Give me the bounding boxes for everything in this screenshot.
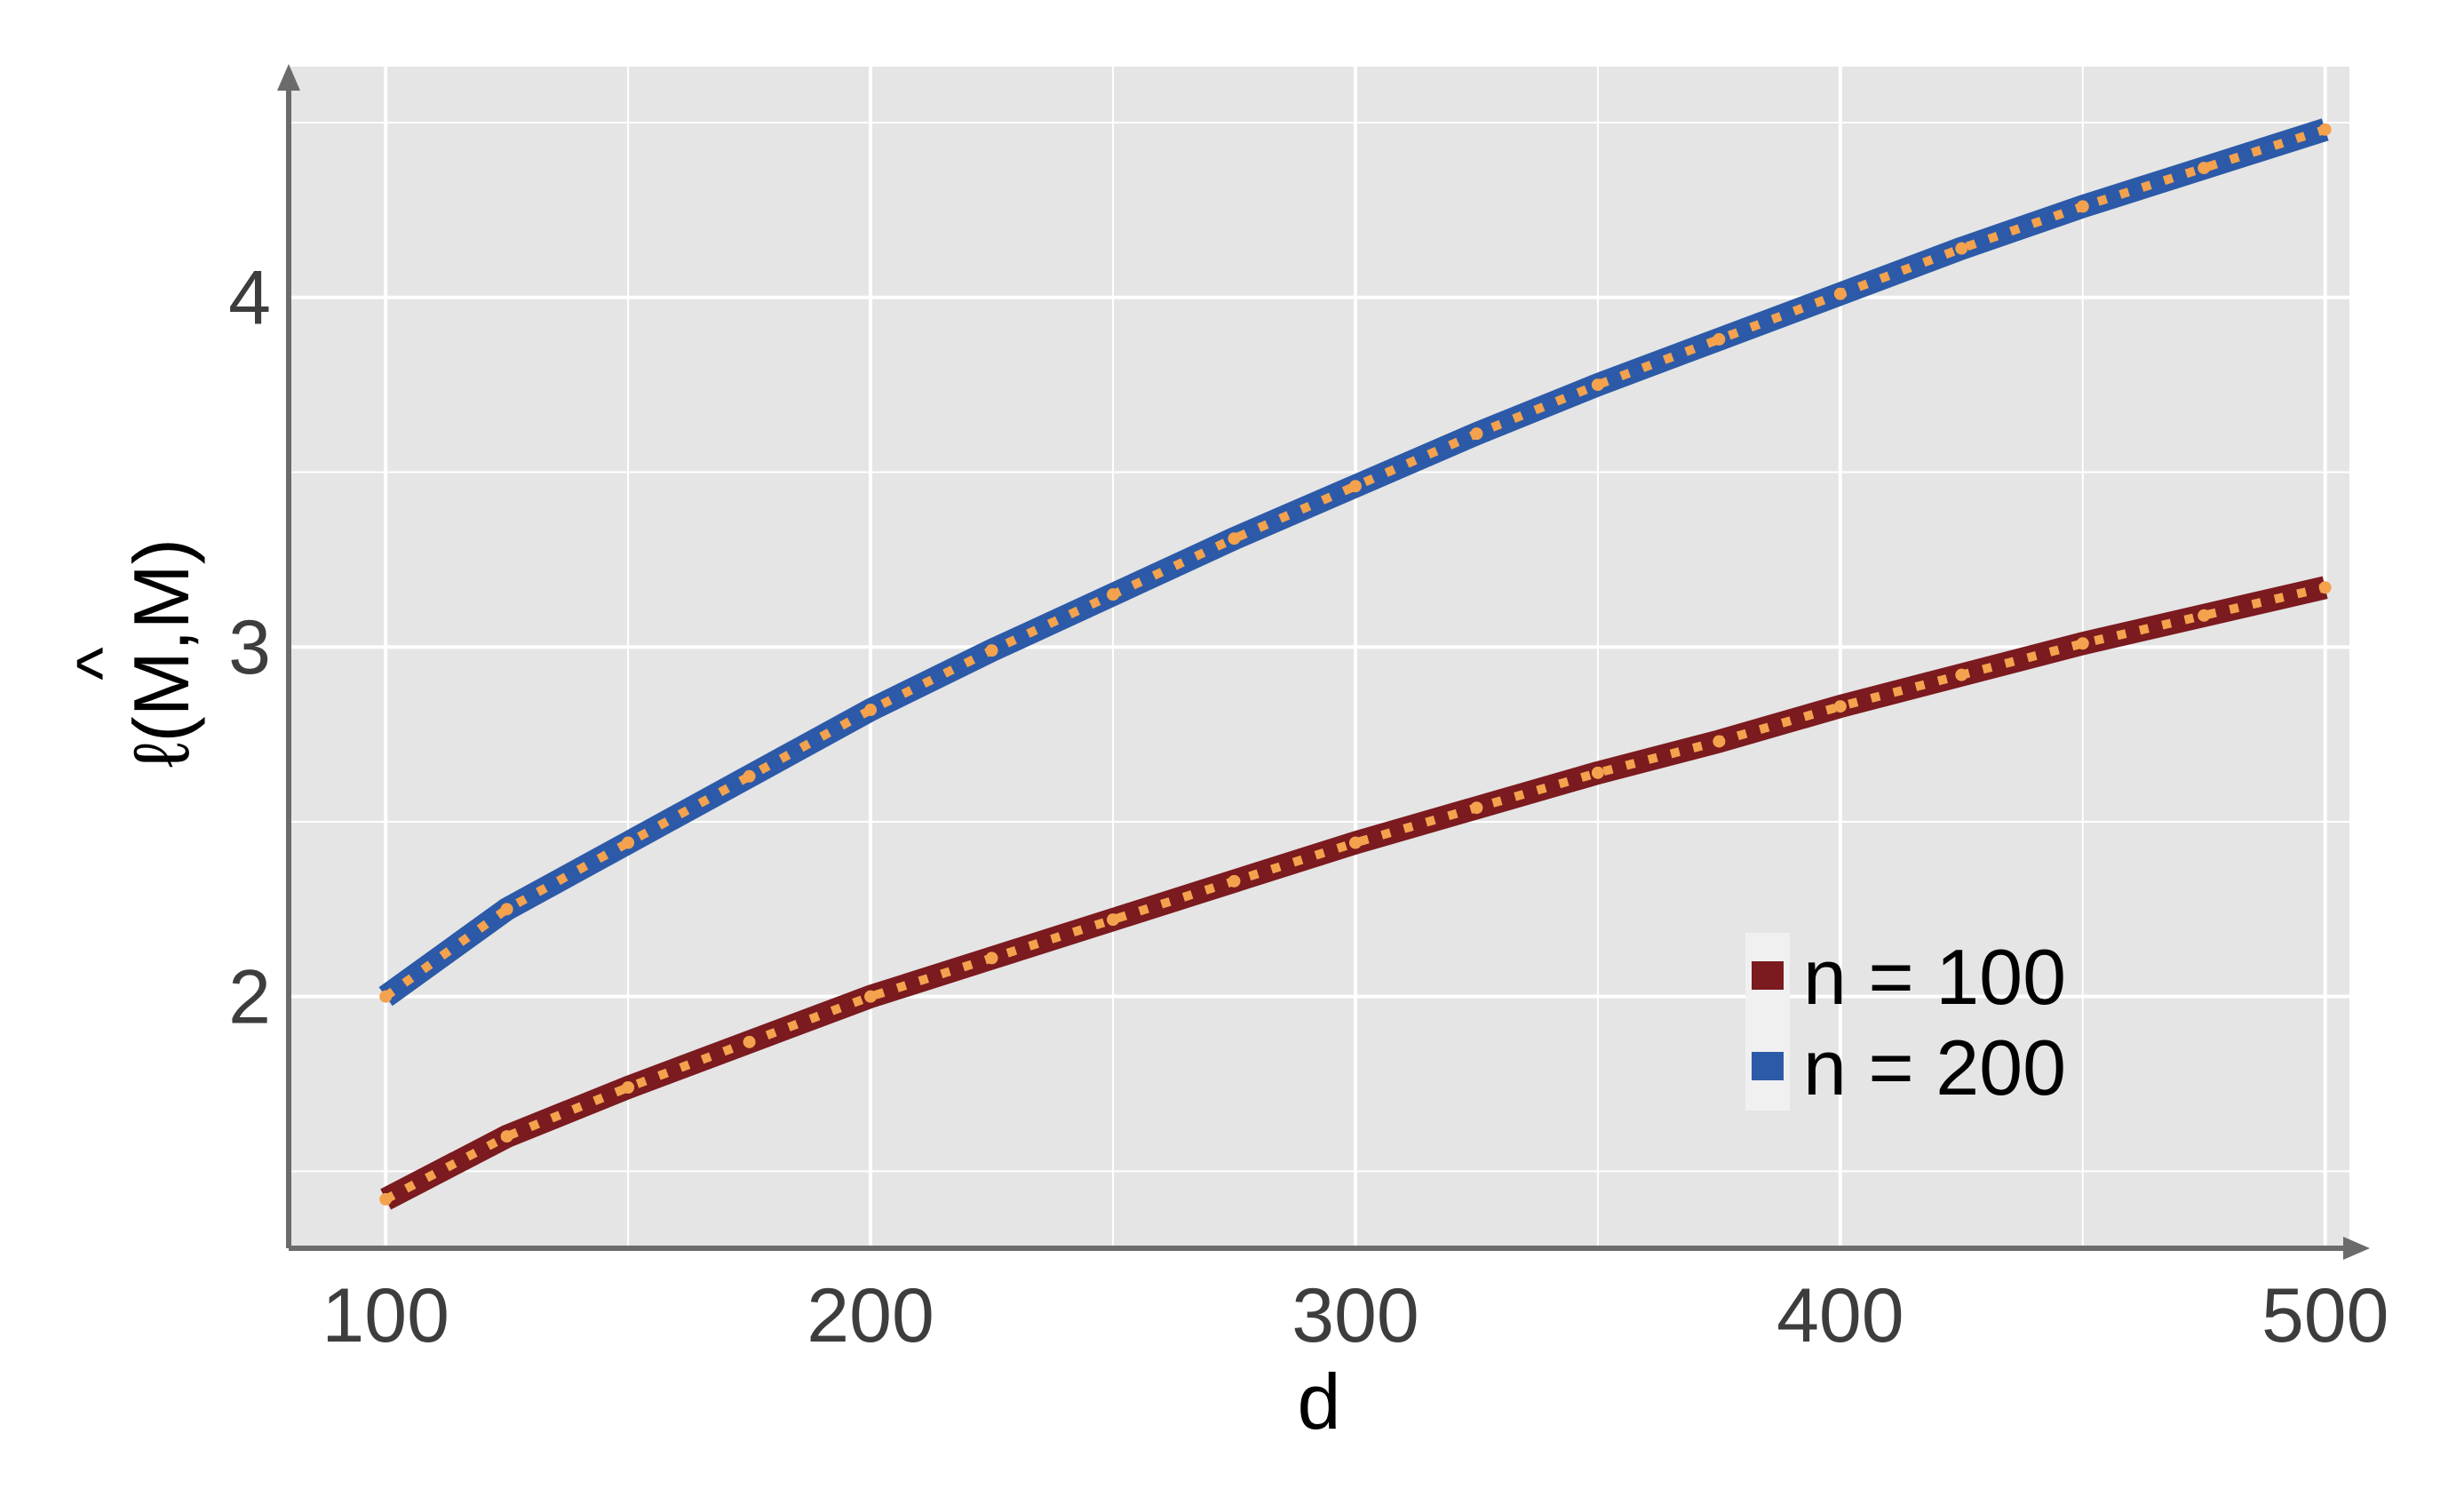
- axes: [277, 64, 2370, 1260]
- series-layer: [378, 118, 2332, 1210]
- svg-text:ℓ(M,M): ℓ(M,M): [117, 538, 205, 768]
- data-point: [379, 990, 393, 1003]
- data-point: [985, 644, 998, 657]
- data-point: [500, 903, 513, 916]
- major-gridlines: [289, 67, 2349, 1248]
- legend-swatch-2: [1752, 1052, 1784, 1080]
- data-point: [1713, 735, 1726, 748]
- legend-label-2: n = 200: [1803, 1023, 2066, 1111]
- data-point: [2198, 609, 2211, 622]
- y-tick-label: 4: [228, 256, 271, 341]
- data-point: [2076, 200, 2089, 213]
- data-point: [1591, 766, 1604, 779]
- series-overlay-1: [383, 583, 2326, 1204]
- y-tick-label: 2: [228, 955, 271, 1040]
- data-point: [1348, 480, 1362, 493]
- data-point: [1833, 700, 1847, 713]
- data-point: [1955, 242, 1968, 255]
- y-axis-label-hat-letter: M: [117, 651, 205, 716]
- data-point: [622, 836, 635, 849]
- data-point: [743, 769, 756, 783]
- x-tick-label: 400: [1776, 1273, 1904, 1358]
- y-axis-label-tail: ,M): [117, 538, 205, 651]
- data-point: [1107, 913, 1119, 927]
- data-point: [1470, 801, 1483, 815]
- x-axis-label: d: [1298, 1358, 1341, 1445]
- data-point: [1955, 668, 1968, 681]
- data-point: [500, 1130, 513, 1143]
- x-tick-label: 200: [807, 1273, 934, 1358]
- data-point: [864, 704, 878, 717]
- minor-gridlines: [289, 67, 2349, 1248]
- x-tick-label: 300: [1292, 1273, 1419, 1358]
- x-tick-labels: 100 200 300 400 500: [322, 1273, 2388, 1358]
- y-axis-arrow-icon: [277, 64, 300, 91]
- data-point: [1228, 874, 1241, 888]
- data-point: [622, 1080, 635, 1094]
- data-point: [743, 1035, 756, 1048]
- data-point: [379, 1192, 393, 1206]
- y-axis-label-lead: ℓ(: [117, 716, 205, 768]
- data-point: [2318, 581, 2332, 594]
- data-point: [1591, 378, 1604, 392]
- y-tick-labels: 2 3 4: [228, 256, 271, 1040]
- x-tick-label: 100: [322, 1273, 449, 1358]
- data-point: [2318, 123, 2332, 136]
- data-point: [1470, 427, 1483, 441]
- data-point: [1348, 836, 1362, 849]
- legend-background: [1745, 933, 1790, 1111]
- legend-swatch-1: [1752, 961, 1784, 990]
- data-point: [1713, 332, 1726, 346]
- y-tick-label: 3: [228, 605, 271, 690]
- data-point: [2198, 162, 2211, 175]
- x-axis-arrow-icon: [2343, 1237, 2370, 1260]
- y-axis-label: ℓ(M,M) ^: [62, 538, 205, 768]
- x-tick-label: 500: [2261, 1273, 2389, 1358]
- data-point: [2076, 637, 2089, 650]
- y-axis-label-hat: ^: [62, 647, 141, 681]
- legend-label-1: n = 100: [1803, 933, 2066, 1021]
- data-point: [985, 952, 998, 965]
- data-point: [1228, 532, 1241, 545]
- data-point: [1107, 588, 1119, 601]
- data-point: [1833, 287, 1847, 300]
- data-point: [864, 990, 878, 1003]
